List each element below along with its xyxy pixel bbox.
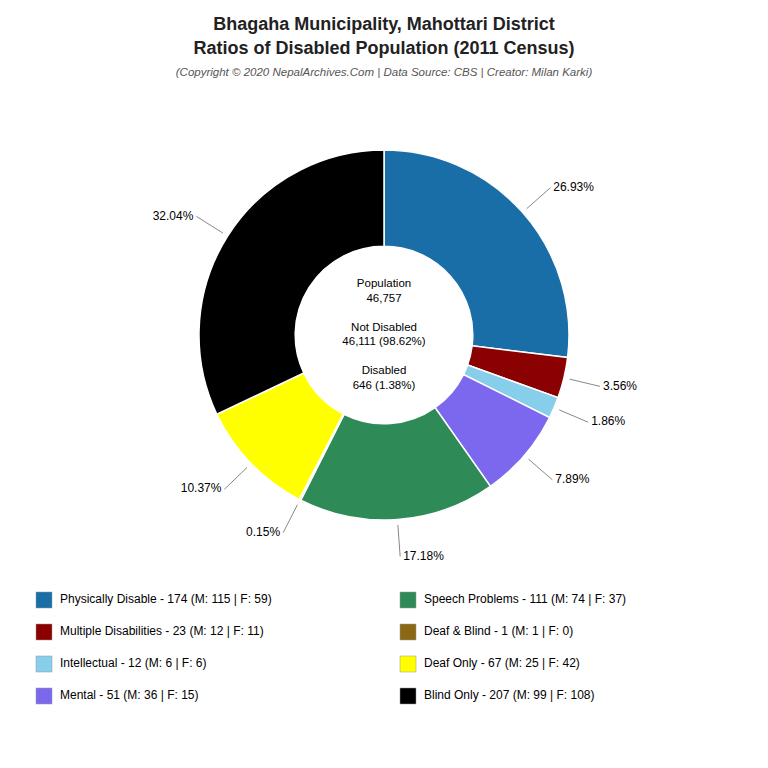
data-label: 10.37% <box>181 481 222 495</box>
leader-line <box>528 459 552 480</box>
legend-label: Deaf Only - 67 (M: 25 | F: 42) <box>424 656 580 670</box>
legend-item: Deaf Only - 67 (M: 25 | F: 42) <box>400 656 580 672</box>
chart-svg: Bhagaha Municipality, Mahottari District… <box>0 0 768 768</box>
data-label: 26.93% <box>553 180 594 194</box>
leader-line <box>196 216 223 233</box>
legend-item: Multiple Disabilities - 23 (M: 12 | F: 1… <box>36 624 264 640</box>
data-label: 1.86% <box>591 414 625 428</box>
legend-item: Mental - 51 (M: 36 | F: 15) <box>36 688 199 704</box>
legend-item: Deaf & Blind - 1 (M: 1 | F: 0) <box>400 624 573 640</box>
leader-line <box>283 505 297 533</box>
legend-swatch <box>400 656 416 672</box>
data-label: 3.56% <box>603 379 637 393</box>
legend-label: Multiple Disabilities - 23 (M: 12 | F: 1… <box>60 624 264 638</box>
legend-label: Mental - 51 (M: 36 | F: 15) <box>60 688 199 702</box>
data-label: 32.04% <box>153 208 194 222</box>
legend-label: Blind Only - 207 (M: 99 | F: 108) <box>424 688 595 702</box>
legend-item: Physically Disable - 174 (M: 115 | F: 59… <box>36 592 272 608</box>
legend-swatch <box>36 592 52 608</box>
leader-line <box>527 188 551 209</box>
data-labels: 26.93% 3.56% 1.86% 7.89% 17.18% 0.15% 10.37% 32… <box>153 180 638 563</box>
data-label: 17.18% <box>403 549 444 563</box>
leader-line <box>559 410 588 422</box>
data-label: 7.89% <box>555 472 589 486</box>
legend-label: Deaf & Blind - 1 (M: 1 | F: 0) <box>424 624 573 638</box>
title: Bhagaha Municipality, Mahottari District… <box>193 14 574 58</box>
legend-item: Intellectual - 12 (M: 6 | F: 6) <box>36 656 207 672</box>
leader-line <box>569 379 600 386</box>
legend-item: Blind Only - 207 (M: 99 | F: 108) <box>400 688 595 704</box>
legend-swatch <box>36 624 52 640</box>
legend-item: Speech Problems - 111 (M: 74 | F: 37) <box>400 592 626 608</box>
legend-label: Intellectual - 12 (M: 6 | F: 6) <box>60 656 207 670</box>
data-label: 0.15% <box>246 525 280 539</box>
legend-swatch <box>400 688 416 704</box>
legend: Physically Disable - 174 (M: 115 | F: 59… <box>36 592 626 704</box>
leader-line <box>398 525 400 556</box>
legend-swatch <box>36 688 52 704</box>
leader-line <box>224 467 247 489</box>
legend-swatch <box>36 656 52 672</box>
legend-label: Physically Disable - 174 (M: 115 | F: 59… <box>60 592 272 606</box>
subtitle: (Copyright © 2020 NepalArchives.Com | Da… <box>176 66 593 78</box>
legend-swatch <box>400 592 416 608</box>
legend-swatch <box>400 624 416 640</box>
legend-label: Speech Problems - 111 (M: 74 | F: 37) <box>424 592 626 606</box>
donut: 26.93% 3.56% 1.86% 7.89% 17.18% 0.15% 10.37% 32… <box>153 150 638 563</box>
slices <box>199 150 569 520</box>
center-annotation: Population46,757Not Disabled46,111 (98.6… <box>342 277 425 391</box>
